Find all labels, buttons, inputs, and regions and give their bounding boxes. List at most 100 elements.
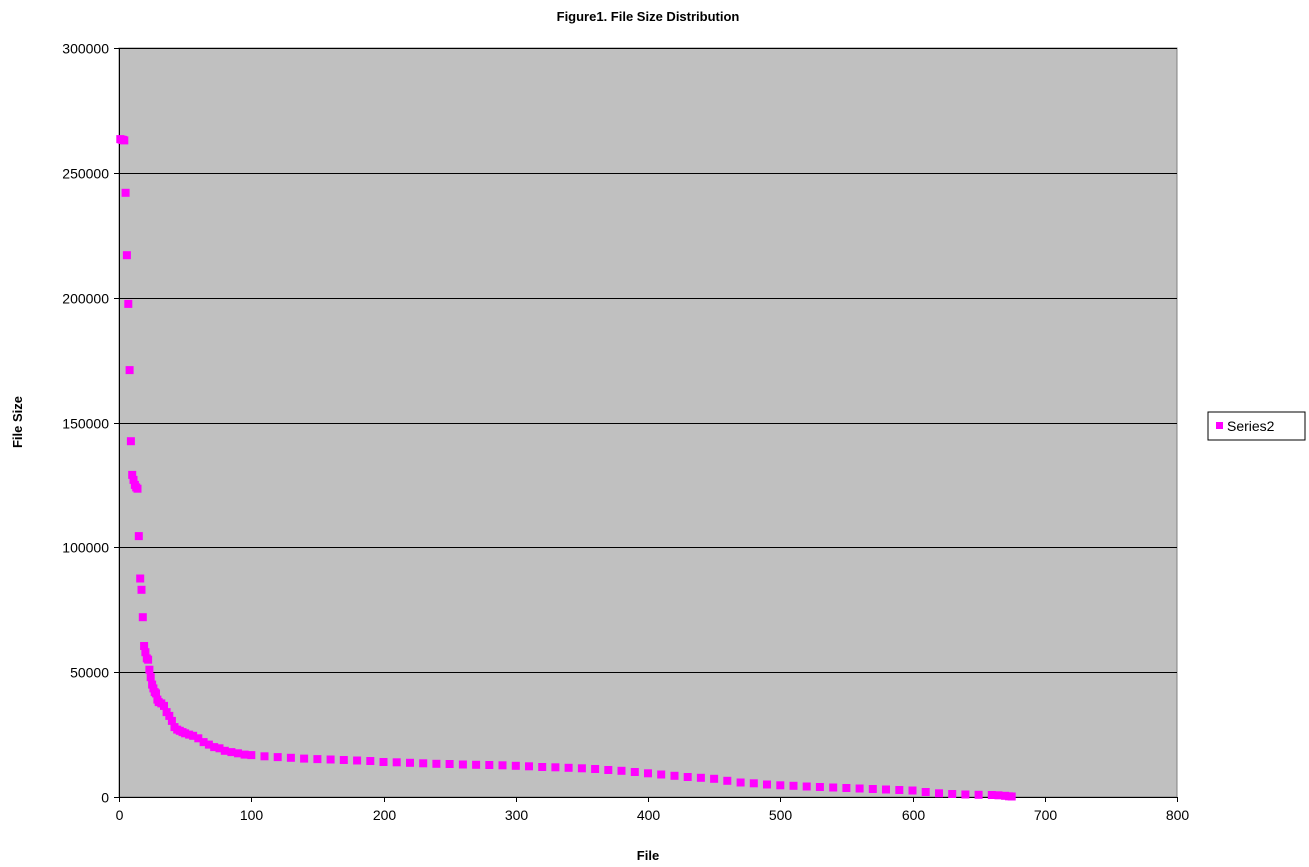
data-point: [710, 774, 719, 783]
data-point: [138, 613, 147, 622]
data-point: [591, 765, 600, 773]
data-point: [124, 299, 133, 308]
data-point: [776, 781, 785, 790]
data-point: [789, 781, 798, 790]
y-axis-tick-labels: 0 50000 100000 150000 200000 250000 300000: [62, 41, 109, 806]
legend: Series2: [1207, 411, 1306, 441]
data-point: [247, 751, 256, 760]
data-point: [630, 768, 639, 776]
data-point: [657, 770, 666, 779]
x-tick-label: 800: [1166, 807, 1190, 823]
y-tick-label: 200000: [62, 291, 109, 307]
data-point: [551, 763, 560, 772]
data-point: [215, 744, 224, 753]
data-point: [577, 764, 586, 773]
data-point: [152, 689, 160, 698]
data-point: [326, 755, 335, 764]
x-tick-label: 400: [637, 807, 661, 823]
data-point: [498, 761, 507, 770]
data-point: [723, 776, 732, 785]
y-axis-title: File Size: [10, 396, 25, 448]
data-point: [736, 778, 745, 787]
data-point: [189, 731, 198, 740]
data-point: [974, 790, 983, 799]
legend-box: [1207, 411, 1306, 441]
data-point: [564, 763, 573, 772]
data-point: [538, 763, 547, 771]
data-point: [227, 748, 236, 757]
x-tick-label: 600: [902, 807, 926, 823]
data-point: [194, 734, 203, 743]
data-point: [339, 756, 348, 764]
legend-series-label: Series2: [1227, 418, 1275, 434]
data-point: [895, 786, 904, 794]
data-point: [948, 790, 957, 798]
data-point: [432, 759, 441, 768]
data-point: [366, 757, 375, 765]
y-tick-label: 250000: [62, 166, 109, 182]
data-point: [167, 716, 176, 725]
data-point: [670, 771, 679, 780]
data-point: [160, 701, 168, 710]
y-tick-label: 300000: [62, 41, 109, 57]
data-point: [445, 760, 454, 768]
data-point: [379, 758, 388, 766]
data-point: [134, 532, 143, 541]
data-point: [392, 758, 401, 767]
data-point: [220, 746, 229, 755]
data-point: [617, 766, 626, 775]
data-point: [406, 758, 414, 767]
data-point: [120, 136, 129, 145]
data-point: [921, 788, 930, 796]
data-point: [204, 740, 213, 749]
data-point: [353, 756, 362, 765]
data-point: [855, 784, 864, 793]
data-point: [165, 711, 174, 720]
data-point: [234, 749, 242, 758]
data-point: [683, 773, 692, 781]
data-point: [749, 779, 758, 788]
x-tick-label: 0: [116, 807, 124, 823]
data-point: [802, 782, 811, 791]
data-point: [313, 755, 322, 764]
data-point: [128, 470, 137, 479]
data-point: [125, 366, 134, 375]
data-point: [696, 773, 705, 782]
data-point: [935, 789, 943, 798]
data-point: [994, 791, 1003, 800]
y-tick-label: 0: [101, 790, 109, 806]
data-point: [1007, 792, 1016, 801]
data-point: [144, 655, 153, 664]
data-point: [199, 738, 208, 747]
data-point: [286, 753, 295, 762]
data-point: [126, 437, 135, 446]
plot-area: [118, 47, 1178, 798]
chart-title: Figure1. File Size Distribution: [557, 9, 740, 24]
data-point: [868, 785, 877, 793]
data-point: [458, 760, 467, 769]
data-point: [987, 791, 996, 799]
data-point: [419, 759, 428, 768]
y-tick-label: 100000: [62, 540, 109, 556]
data-point: [273, 753, 282, 762]
series-markers: [116, 135, 1016, 801]
y-tick-label: 150000: [62, 416, 109, 432]
data-point: [472, 760, 481, 769]
x-tick-label: 200: [373, 807, 397, 823]
x-tick-label: 300: [505, 807, 529, 823]
data-point: [133, 484, 142, 493]
gridlines: [119, 48, 1177, 673]
legend-marker-icon: [1216, 422, 1223, 429]
data-point: [260, 752, 269, 761]
data-point: [210, 743, 219, 752]
data-point: [763, 780, 771, 789]
y-tick-label: 50000: [70, 665, 109, 681]
x-axis-tick-labels: 0 100 200 300 400 500 600 700 800: [116, 807, 1190, 823]
data-point: [511, 761, 520, 770]
data-point: [121, 188, 130, 197]
data-point: [300, 754, 309, 763]
x-axis-title: File: [637, 848, 659, 863]
data-point: [842, 784, 851, 792]
data-point: [141, 648, 150, 657]
data-point: [146, 673, 155, 682]
